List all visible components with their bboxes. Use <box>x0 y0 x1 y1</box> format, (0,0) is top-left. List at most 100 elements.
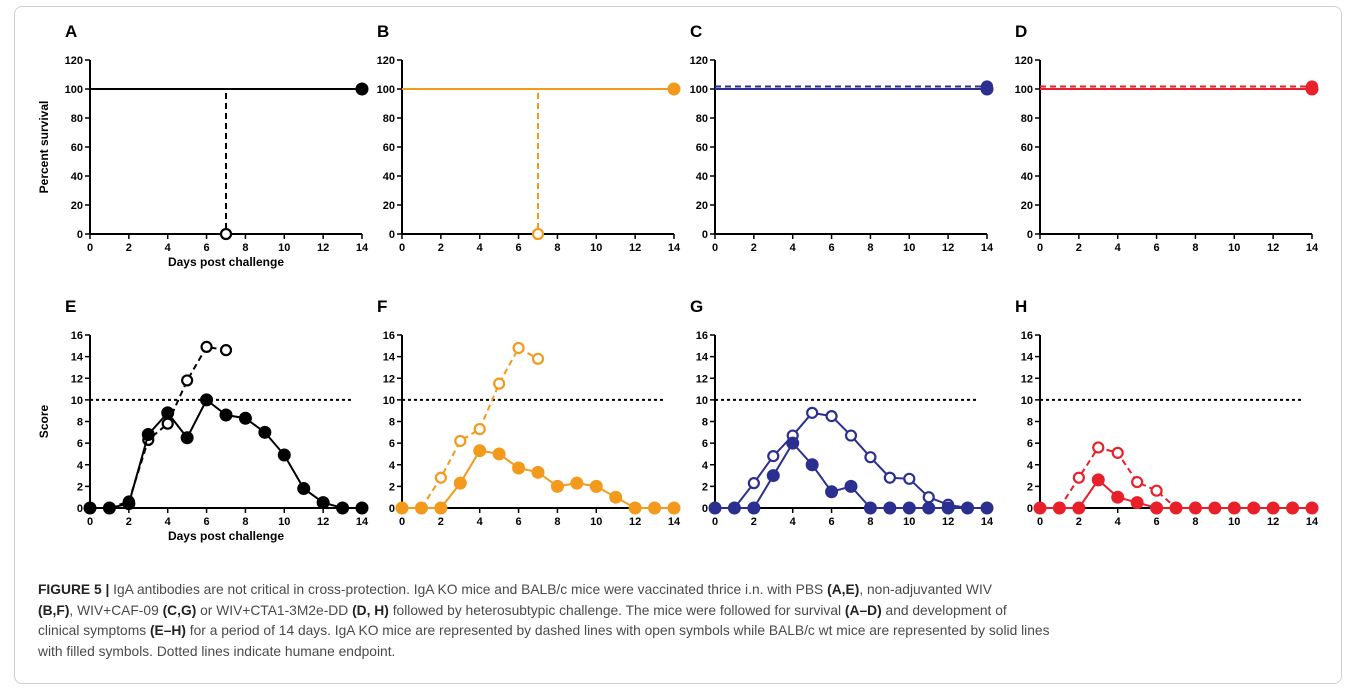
x-tick-label: 14 <box>981 242 994 254</box>
data-point-open <box>844 429 858 442</box>
y-tick-label: 0 <box>1027 503 1033 515</box>
panel-g: G 0 2 4 6 8 10 12 14 16 0 2 4 6 8 10 12 14 <box>690 297 994 528</box>
y-tick-label: 12 <box>71 373 83 385</box>
x-tick-label: 14 <box>668 516 681 528</box>
y-tick-label: 80 <box>696 113 708 125</box>
x-tick-label: 4 <box>790 516 797 528</box>
x-axis-label: Days post challenge <box>168 529 284 543</box>
data-point-filled <box>727 501 741 515</box>
data-point-filled <box>922 501 936 515</box>
x-tick-label: 10 <box>590 242 602 254</box>
y-axis-label: Percent survival <box>37 101 51 194</box>
y-tick-label: 100 <box>65 84 83 96</box>
x-tick-label: 8 <box>1192 242 1198 254</box>
y-tick-label: 4 <box>77 460 84 472</box>
panel-d: D 0 20 40 60 80 100 120 0 2 4 6 8 10 12 14 <box>1015 22 1319 254</box>
x-tick-label: 12 <box>1267 242 1279 254</box>
data-point-filled <box>277 448 291 462</box>
x-tick-label: 10 <box>590 516 602 528</box>
x-tick-label: 6 <box>516 242 522 254</box>
data-point-open <box>825 409 838 423</box>
data-point-open <box>903 472 916 485</box>
y-tick-label: 0 <box>389 229 395 241</box>
x-tick-label: 6 <box>829 516 835 528</box>
x-tick-label: 10 <box>1228 516 1240 528</box>
y-tick-label: 8 <box>702 417 708 429</box>
data-point-filled <box>1305 501 1319 515</box>
data-point-filled <box>414 501 428 515</box>
y-tick-label: 40 <box>71 171 83 183</box>
data-point-filled <box>1130 496 1144 510</box>
x-tick-label: 14 <box>668 242 681 254</box>
x-tick-label: 8 <box>242 516 248 528</box>
x-tick-label: 2 <box>1076 516 1082 528</box>
panel-f: F 0 2 4 6 8 10 12 14 16 0 2 4 6 8 10 12 14 <box>377 297 681 528</box>
x-tick-label: 12 <box>629 516 641 528</box>
y-tick-label: 100 <box>1015 84 1033 96</box>
data-point-filled <box>961 501 975 515</box>
data-point-filled <box>844 479 858 493</box>
x-tick-label: 14 <box>356 516 369 528</box>
x-tick-label: 4 <box>790 242 797 254</box>
x-tick-label: 8 <box>867 242 873 254</box>
y-tick-label: 100 <box>690 84 708 96</box>
data-point-filled <box>1227 501 1241 515</box>
x-tick-label: 12 <box>629 242 641 254</box>
x-tick-label: 4 <box>1115 242 1122 254</box>
x-tick-label: 8 <box>554 516 560 528</box>
x-tick-label: 10 <box>1228 242 1240 254</box>
series-line-open <box>90 345 227 509</box>
data-point-filled <box>102 501 116 515</box>
x-tick-label: 2 <box>751 516 757 528</box>
y-tick-label: 60 <box>71 142 83 154</box>
panel-a: A 0 20 40 60 80 100 120 0 2 4 6 8 10 12 14 Days post cha… <box>37 22 369 269</box>
data-point-open <box>1092 441 1105 454</box>
series-line-open <box>402 346 539 509</box>
y-tick-label: 20 <box>71 200 83 212</box>
data-point-open <box>531 227 545 241</box>
data-point-open <box>473 422 486 436</box>
data-point-filled <box>883 501 897 515</box>
data-point-open <box>219 227 233 241</box>
x-tick-label: 14 <box>356 242 369 254</box>
y-tick-label: 14 <box>383 352 396 364</box>
data-point-filled <box>786 436 800 450</box>
data-point-open <box>883 471 896 484</box>
data-point-filled <box>1286 501 1300 515</box>
data-point-open <box>200 340 213 353</box>
series-line-open <box>402 88 539 234</box>
data-point-filled <box>512 461 526 475</box>
data-point-filled <box>336 501 350 515</box>
data-point-filled <box>355 82 369 96</box>
data-point-filled <box>1208 501 1222 515</box>
data-point-open <box>161 417 174 430</box>
data-point-open <box>454 434 467 448</box>
data-point-filled <box>219 408 233 422</box>
y-tick-label: 8 <box>77 417 83 429</box>
y-tick-label: 12 <box>696 373 708 385</box>
x-tick-label: 0 <box>399 516 405 528</box>
y-tick-label: 2 <box>702 481 708 493</box>
x-tick-label: 14 <box>981 516 994 528</box>
y-tick-label: 40 <box>1021 171 1033 183</box>
y-tick-label: 16 <box>383 330 395 342</box>
x-axis-label: Days post challenge <box>168 255 284 269</box>
y-tick-label: 2 <box>77 481 83 493</box>
data-point-filled <box>1111 490 1125 504</box>
x-tick-label: 6 <box>204 516 210 528</box>
data-point-filled <box>980 82 994 96</box>
x-tick-label: 0 <box>1037 516 1043 528</box>
x-tick-label: 2 <box>438 242 444 254</box>
x-tick-label: 2 <box>126 242 132 254</box>
panel-letter: B <box>377 22 389 41</box>
caption-line-2: (B,F), WIV+CAF-09 (C,G) or WIV+CTA1-3M2e… <box>38 602 1007 618</box>
data-point-open <box>1131 475 1144 489</box>
data-point-filled <box>531 465 545 479</box>
x-tick-label: 6 <box>829 242 835 254</box>
y-tick-label: 6 <box>77 438 83 450</box>
x-tick-label: 8 <box>554 242 560 254</box>
y-tick-label: 20 <box>1021 200 1033 212</box>
y-tick-label: 4 <box>702 460 709 472</box>
y-tick-label: 0 <box>702 229 708 241</box>
data-point-filled <box>1169 501 1183 515</box>
